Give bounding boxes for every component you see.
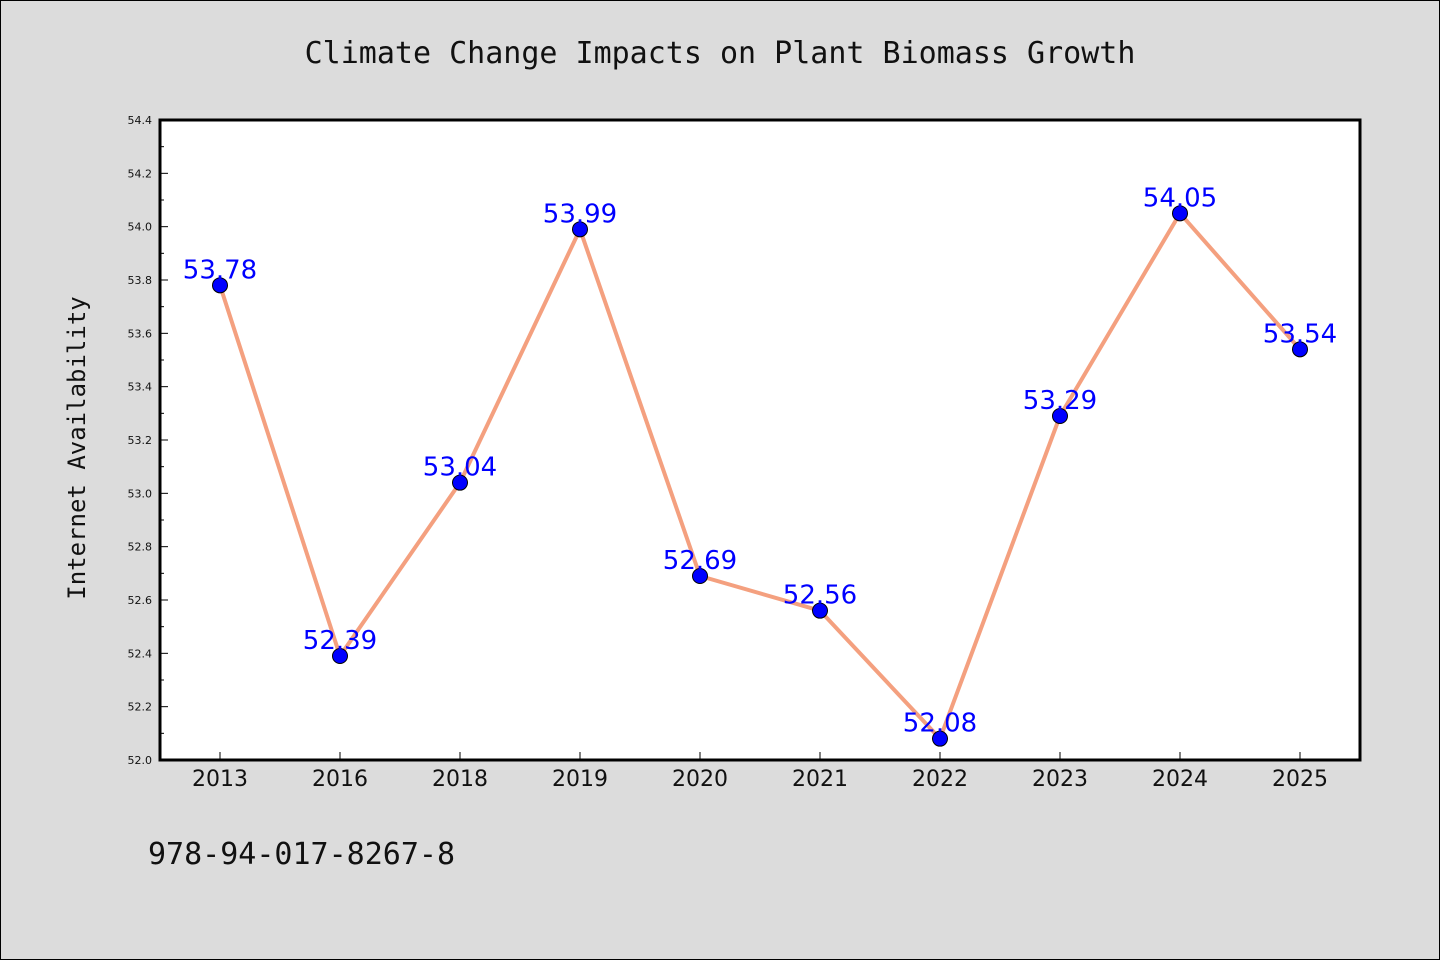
y-tick-label: 52.0 (128, 754, 153, 767)
y-axis: 52.0 52.2 52.4 52.6 52.8 53.0 53.2 53.4 53.6 53.8… (128, 114, 168, 767)
data-label: 53.54 (1263, 319, 1337, 349)
x-tick-label: 2024 (1152, 767, 1208, 792)
data-label: 52.56 (783, 581, 857, 611)
data-point (1172, 205, 1188, 222)
y-tick-label: 53.6 (128, 327, 153, 340)
x-tick-label: 2016 (312, 767, 368, 792)
plot-area (160, 120, 1360, 760)
footer-isbn: 978-94-017-8267-8 (148, 837, 455, 872)
data-point (692, 568, 708, 584)
data-point (1052, 408, 1068, 424)
series-line (218, 211, 1302, 741)
data-point (332, 648, 348, 664)
y-axis-label: Internet Availability (63, 296, 91, 599)
y-tick-label: 54.0 (128, 221, 153, 234)
data-label: 52.39 (303, 626, 377, 656)
y-tick-label: 52.6 (128, 594, 153, 607)
y-tick-label: 52.2 (128, 701, 153, 714)
data-label: 53.29 (1023, 386, 1097, 416)
y-tick-label: 54.2 (128, 167, 153, 180)
data-label: 53.04 (423, 453, 497, 483)
data-point (932, 730, 948, 747)
data-label: 53.99 (543, 199, 617, 229)
y-tick-label: 52.8 (128, 541, 153, 554)
data-label: 53.78 (183, 255, 257, 285)
x-tick-label: 2021 (792, 767, 848, 792)
data-point (212, 277, 228, 294)
x-tick-label: 2025 (1272, 767, 1328, 792)
series-group: 53.78 52.39 53.04 53.99 52.69 52.56 52.08 53.29… (183, 183, 1337, 747)
y-tick-label: 53.2 (128, 434, 153, 447)
data-point (452, 474, 468, 491)
x-tick-label: 2013 (192, 767, 248, 792)
x-tick-label: 2019 (552, 767, 608, 792)
data-label: 54.05 (1143, 183, 1217, 213)
x-tick-label: 2018 (432, 767, 488, 792)
data-point (812, 602, 828, 619)
data-label: 52.08 (903, 709, 977, 739)
x-axis: 2013 2016 2018 2019 2020 2021 2022 2023 2024 2025 (192, 752, 1328, 792)
x-tick-label: 2020 (672, 767, 728, 792)
data-label: 52.69 (663, 546, 737, 576)
y-tick-label: 54.4 (128, 114, 153, 127)
x-tick-label: 2022 (912, 767, 968, 792)
y-tick-label: 52.4 (128, 647, 153, 660)
data-point (572, 221, 588, 238)
data-point (1292, 341, 1308, 358)
plot-border (158, 118, 1362, 762)
x-tick-label: 2023 (1032, 767, 1088, 792)
y-tick-label: 53.0 (128, 487, 153, 500)
chart-title: Climate Change Impacts on Plant Biomass … (305, 36, 1136, 71)
y-tick-label: 53.8 (128, 274, 153, 287)
y-tick-label: 53.4 (128, 381, 153, 394)
